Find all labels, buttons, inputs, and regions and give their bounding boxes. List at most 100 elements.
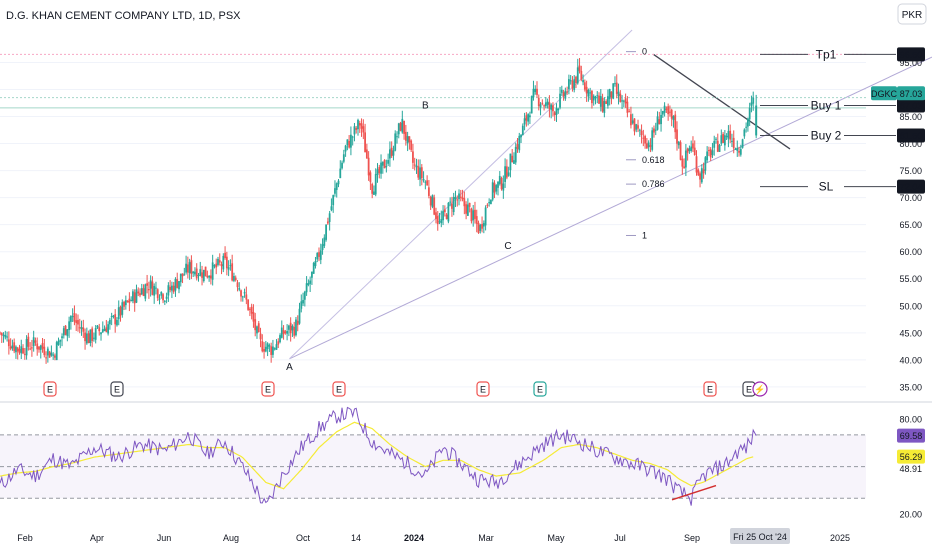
event-marker[interactable] <box>533 381 547 397</box>
candle-body <box>151 281 154 295</box>
candle-body <box>199 269 202 276</box>
candle-body <box>500 177 503 190</box>
currency-button[interactable] <box>897 3 927 25</box>
candle-body <box>596 95 599 97</box>
price-tick-label: 60.00 <box>899 247 922 257</box>
candle-body <box>419 167 421 180</box>
event-marker[interactable] <box>703 381 717 397</box>
candle-body <box>185 263 187 273</box>
candle-body <box>610 91 613 98</box>
candle-body <box>397 123 400 135</box>
candle-body <box>575 76 577 84</box>
candle-body <box>387 160 390 164</box>
candle-body <box>621 100 623 102</box>
candle-body <box>275 344 278 350</box>
candle-body <box>445 214 448 220</box>
candle-body <box>272 346 274 355</box>
candle-body <box>452 197 455 213</box>
candle-body <box>342 154 345 162</box>
candle-body <box>534 88 537 93</box>
candle-body <box>741 139 744 148</box>
level-price-tag <box>897 98 925 113</box>
candle-body <box>401 118 404 133</box>
event-marker[interactable] <box>332 381 346 397</box>
time-tick-label: Mar <box>478 533 494 543</box>
rsi-tick-label: 80.00 <box>899 415 922 425</box>
candle-body <box>208 275 211 278</box>
rsi-pane <box>0 406 866 506</box>
candle-body <box>54 355 56 358</box>
rsi-ma-line <box>0 421 754 490</box>
candle-body <box>169 286 172 291</box>
candle-body <box>755 105 758 136</box>
candle-body <box>183 274 186 276</box>
candle-body <box>403 120 405 134</box>
candle-body <box>449 201 452 203</box>
candle-body <box>176 279 179 288</box>
candle-body <box>238 288 241 290</box>
candle-body <box>440 219 443 224</box>
candle-body <box>218 260 221 263</box>
candle-body <box>601 97 604 112</box>
candle-body <box>544 102 547 107</box>
event-marker[interactable] <box>476 381 490 397</box>
candle-body <box>339 168 342 179</box>
rsi-value-tag <box>897 428 925 443</box>
candle-body <box>298 308 301 324</box>
rsi-line <box>0 406 757 506</box>
candle-body <box>119 306 122 316</box>
candle-body <box>9 346 12 349</box>
event-marker[interactable] <box>261 381 275 397</box>
event-marker[interactable] <box>110 381 124 397</box>
flash-icon[interactable] <box>752 381 768 397</box>
candle-body <box>684 150 687 168</box>
event-label: E <box>114 385 120 395</box>
candle-body <box>330 206 333 211</box>
level-price-tag <box>897 47 925 62</box>
candle-body <box>456 199 459 201</box>
candle-body <box>96 325 99 328</box>
price-tick-label: 70.00 <box>899 193 922 203</box>
candle-body <box>110 316 113 318</box>
candle-body <box>195 268 198 279</box>
candle-body <box>725 135 728 137</box>
candle-body <box>713 141 716 148</box>
candle-body <box>68 321 71 331</box>
candle-body <box>213 265 216 267</box>
candle-body <box>365 149 368 159</box>
candle-body <box>171 285 173 291</box>
candle-body <box>163 300 166 302</box>
candle-body <box>640 130 643 136</box>
candle-body <box>371 183 374 194</box>
candle-body <box>695 156 698 173</box>
candle-body <box>750 102 753 106</box>
candle-body <box>325 224 327 240</box>
event-marker[interactable] <box>43 381 57 397</box>
chart-title: D.G. KHAN CEMENT COMPANY LTD, 1D, PSX <box>6 10 241 22</box>
candle-body <box>745 126 748 128</box>
candle-body <box>394 133 397 151</box>
candle-body <box>146 283 148 286</box>
candle-body <box>702 169 705 174</box>
wave-label-a: A <box>286 362 293 373</box>
price-axis[interactable]: 95.0090.0085.0080.0075.0070.0065.0060.00… <box>871 47 925 392</box>
candle-body <box>608 89 611 100</box>
candle-body <box>250 306 253 314</box>
candle-body <box>736 147 739 151</box>
candle-body <box>85 333 88 344</box>
candle-body <box>585 86 588 94</box>
candle-body <box>4 335 7 338</box>
candle-body <box>599 96 602 107</box>
candle-body <box>642 137 645 139</box>
candle-body <box>475 216 478 224</box>
time-axis[interactable]: Feb Apr Jun Aug Oct 14 2024 Mar May Jul Sep Fri 25 … <box>17 528 850 544</box>
candle-body <box>7 339 10 347</box>
candle-body <box>75 320 78 324</box>
candle-body <box>559 93 561 108</box>
candle-body <box>369 172 372 183</box>
candle-body <box>704 157 707 171</box>
candle-body <box>422 178 425 181</box>
candle-body <box>451 203 453 209</box>
